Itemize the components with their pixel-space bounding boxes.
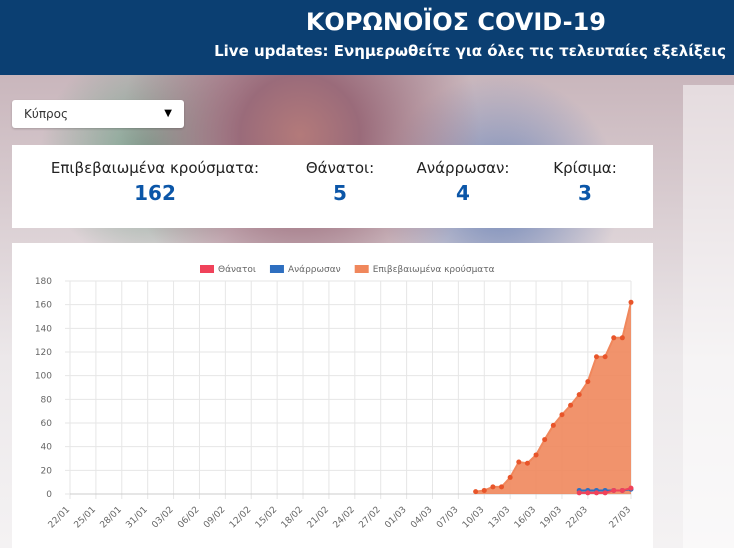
point xyxy=(576,392,582,398)
x-tick-label: 07/03 xyxy=(435,505,460,530)
point xyxy=(628,299,634,305)
point xyxy=(542,437,548,443)
x-tick-label: 03/02 xyxy=(150,505,175,530)
header: ΚΟΡΩΝΟΪΟΣ COVID-19 Live updates: Ενημερω… xyxy=(0,0,734,75)
country-dropdown[interactable]: Κύπρος ▼ xyxy=(12,100,184,128)
point xyxy=(499,484,505,490)
point xyxy=(593,354,599,360)
stat-value: 4 xyxy=(456,181,470,205)
stat: Κρίσιμα: 3 xyxy=(553,159,617,205)
point xyxy=(593,490,599,496)
y-tick-label: 100 xyxy=(35,372,52,382)
y-tick-label: 160 xyxy=(35,301,52,311)
legend-swatch xyxy=(200,265,214,273)
x-tick-label: 28/01 xyxy=(98,505,123,530)
point xyxy=(524,460,530,466)
point xyxy=(516,459,522,465)
y-tick-label: 40 xyxy=(41,443,53,453)
x-tick-label: 31/01 xyxy=(124,505,149,530)
point xyxy=(585,490,591,496)
header-title: ΚΟΡΩΝΟΪΟΣ COVID-19 xyxy=(305,8,606,36)
stat: Ανάρρωσαν: 4 xyxy=(417,159,510,205)
y-tick-label: 60 xyxy=(41,419,53,429)
stat-value: 162 xyxy=(134,181,176,205)
x-tick-label: 25/01 xyxy=(73,505,98,530)
x-tick-label: 04/03 xyxy=(409,505,434,530)
point xyxy=(602,354,608,360)
y-tick-label: 120 xyxy=(35,348,52,358)
x-tick-label: 06/02 xyxy=(176,505,201,530)
x-tick-label: 27/03 xyxy=(608,505,633,530)
point xyxy=(611,335,617,341)
x-tick-label: 12/02 xyxy=(228,505,253,530)
x-tick-label: 18/02 xyxy=(280,505,305,530)
x-tick-label: 16/03 xyxy=(513,505,538,530)
stat-label: Κρίσιμα: xyxy=(553,159,617,177)
stat-value: 3 xyxy=(578,181,592,205)
point xyxy=(507,474,513,480)
x-tick-label: 13/03 xyxy=(487,505,512,530)
legend-label: Επιβεβαιωμένα κρούσματα xyxy=(373,264,495,275)
y-tick-label: 0 xyxy=(46,490,52,500)
point xyxy=(619,335,625,341)
x-tick-label: 22/03 xyxy=(565,505,590,530)
point xyxy=(568,402,574,408)
y-tick-label: 140 xyxy=(35,324,52,334)
header-subtitle: Live updates: Ενημερωθείτε για όλες τις … xyxy=(214,42,726,60)
point xyxy=(602,490,608,496)
x-tick-label: 10/03 xyxy=(461,505,486,530)
legend-label: Ανάρρωσαν xyxy=(288,265,341,275)
y-tick-label: 20 xyxy=(41,466,53,476)
chart: 0 20 40 60 80 100 120 140 160 180 22/01 25/01 28/01 3… xyxy=(35,264,634,530)
stat-label: Ανάρρωσαν: xyxy=(416,159,510,177)
legend-swatch xyxy=(354,265,369,273)
side-panel xyxy=(683,85,734,548)
point xyxy=(481,487,487,493)
chart-panel: 0 20 40 60 80 100 120 140 160 180 22/01 25/01 28/01 3… xyxy=(12,243,653,548)
point xyxy=(611,487,617,493)
stat: Θάνατοι: 5 xyxy=(306,159,374,205)
point xyxy=(619,487,625,493)
x-tick-label: 09/02 xyxy=(202,505,227,530)
x-tick-label: 15/02 xyxy=(254,505,279,530)
stat-label: Θάνατοι: xyxy=(305,159,375,177)
y-tick-label: 80 xyxy=(41,395,53,405)
point xyxy=(473,489,479,495)
point xyxy=(576,490,582,496)
dropdown-text: Κύπρος xyxy=(24,107,69,121)
point xyxy=(559,412,565,418)
x-tick-label: 24/02 xyxy=(332,505,357,530)
x-tick-label: 27/02 xyxy=(357,505,382,530)
point xyxy=(490,484,496,490)
x-tick-label: 21/02 xyxy=(306,505,331,530)
stat: Επιβεβαιωμένα κρούσματα: 162 xyxy=(51,159,259,205)
stats-panel: Επιβεβαιωμένα κρούσματα: 162 Θάνατοι: 5 Ανάρ… xyxy=(12,145,653,228)
point xyxy=(628,485,634,491)
stat-label: Επιβεβαιωμένα κρούσματα: xyxy=(50,159,260,177)
legend-swatch xyxy=(269,265,284,273)
point xyxy=(585,379,591,385)
x-tick-label: 01/03 xyxy=(383,505,408,530)
dropdown-arrow: ▼ xyxy=(164,108,172,119)
x-tick-label: 22/01 xyxy=(47,505,72,530)
x-tick-label: 19/03 xyxy=(539,505,564,530)
stat-value: 5 xyxy=(333,181,347,205)
point xyxy=(550,422,556,428)
y-tick-label: 180 xyxy=(35,277,52,287)
point xyxy=(533,452,539,458)
legend-label: Θάνατοι xyxy=(218,265,256,275)
area xyxy=(475,302,631,494)
